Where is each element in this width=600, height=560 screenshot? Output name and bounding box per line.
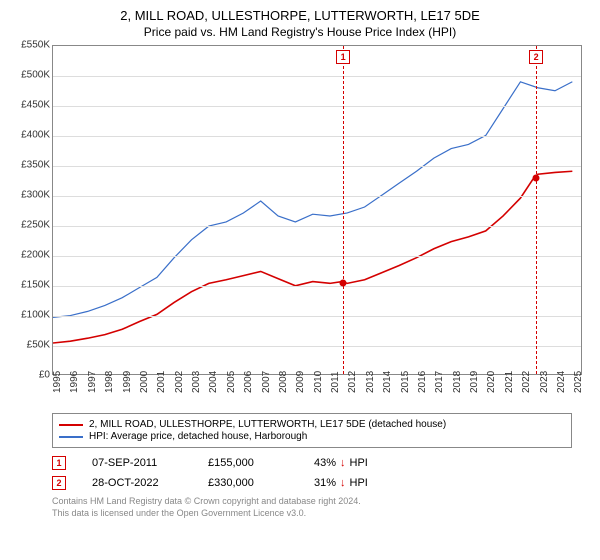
y-axis-label: £550K (12, 40, 50, 51)
gridline (53, 226, 581, 227)
event-price: £155,000 (208, 457, 288, 469)
event-date: 07-SEP-2011 (92, 457, 182, 469)
legend: 2, MILL ROAD, ULLESTHORPE, LUTTERWORTH, … (52, 413, 572, 448)
event-delta: 43% ↓ HPI (314, 457, 368, 469)
footer-line-1: Contains HM Land Registry data © Crown c… (52, 496, 588, 508)
x-axis-label: 2025 (573, 371, 600, 393)
arrow-down-icon: ↓ (340, 477, 346, 489)
event-number-icon: 2 (52, 476, 66, 490)
event-marker-box: 2 (529, 50, 543, 64)
gridline (53, 106, 581, 107)
y-axis-label: £450K (12, 100, 50, 111)
event-vline (536, 46, 537, 374)
y-axis-label: £0 (12, 370, 50, 381)
gridline (53, 76, 581, 77)
y-axis-label: £350K (12, 160, 50, 171)
gridline (53, 166, 581, 167)
event-marker-box: 1 (336, 50, 350, 64)
y-axis-label: £250K (12, 220, 50, 231)
gridline (53, 136, 581, 137)
y-axis-label: £400K (12, 130, 50, 141)
y-axis-label: £150K (12, 280, 50, 291)
event-delta-vs: HPI (350, 457, 368, 469)
event-vline (343, 46, 344, 374)
event-number-icon: 1 (52, 456, 66, 470)
event-dot (533, 175, 540, 182)
gridline (53, 286, 581, 287)
event-delta-vs: HPI (350, 477, 368, 489)
legend-label: HPI: Average price, detached house, Harb… (89, 431, 307, 442)
gridline (53, 256, 581, 257)
event-date: 28-OCT-2022 (92, 477, 182, 489)
legend-label: 2, MILL ROAD, ULLESTHORPE, LUTTERWORTH, … (89, 419, 446, 430)
y-axis-label: £300K (12, 190, 50, 201)
event-price: £330,000 (208, 477, 288, 489)
plot: 12 (52, 45, 582, 375)
y-axis-label: £200K (12, 250, 50, 261)
events-table: 1 07-SEP-2011 £155,000 43% ↓ HPI 2 28-OCT-2022 £… (52, 456, 588, 490)
footer: Contains HM Land Registry data © Crown c… (52, 496, 588, 519)
event-row: 2 28-OCT-2022 £330,000 31% ↓ HPI (52, 476, 588, 490)
y-axis-label: £500K (12, 70, 50, 81)
legend-swatch (59, 424, 83, 426)
chart-subtitle: Price paid vs. HM Land Registry's House … (12, 25, 588, 39)
chart-title: 2, MILL ROAD, ULLESTHORPE, LUTTERWORTH, … (12, 8, 588, 23)
event-delta: 31% ↓ HPI (314, 477, 368, 489)
gridline (53, 196, 581, 197)
legend-item: 2, MILL ROAD, ULLESTHORPE, LUTTERWORTH, … (59, 419, 565, 430)
gridline (53, 316, 581, 317)
line-series (53, 46, 581, 374)
y-axis-label: £100K (12, 310, 50, 321)
legend-swatch (59, 436, 83, 438)
event-row: 1 07-SEP-2011 £155,000 43% ↓ HPI (52, 456, 588, 470)
chart-container: 2, MILL ROAD, ULLESTHORPE, LUTTERWORTH, … (0, 0, 600, 527)
y-axis-label: £50K (12, 340, 50, 351)
event-delta-pct: 43% (314, 457, 336, 469)
event-delta-pct: 31% (314, 477, 336, 489)
chart-area: 12 £0£50K£100K£150K£200K£250K£300K£350K£… (12, 45, 588, 407)
arrow-down-icon: ↓ (340, 457, 346, 469)
gridline (53, 346, 581, 347)
footer-line-2: This data is licensed under the Open Gov… (52, 508, 588, 520)
legend-item: HPI: Average price, detached house, Harb… (59, 431, 565, 442)
event-dot (340, 280, 347, 287)
